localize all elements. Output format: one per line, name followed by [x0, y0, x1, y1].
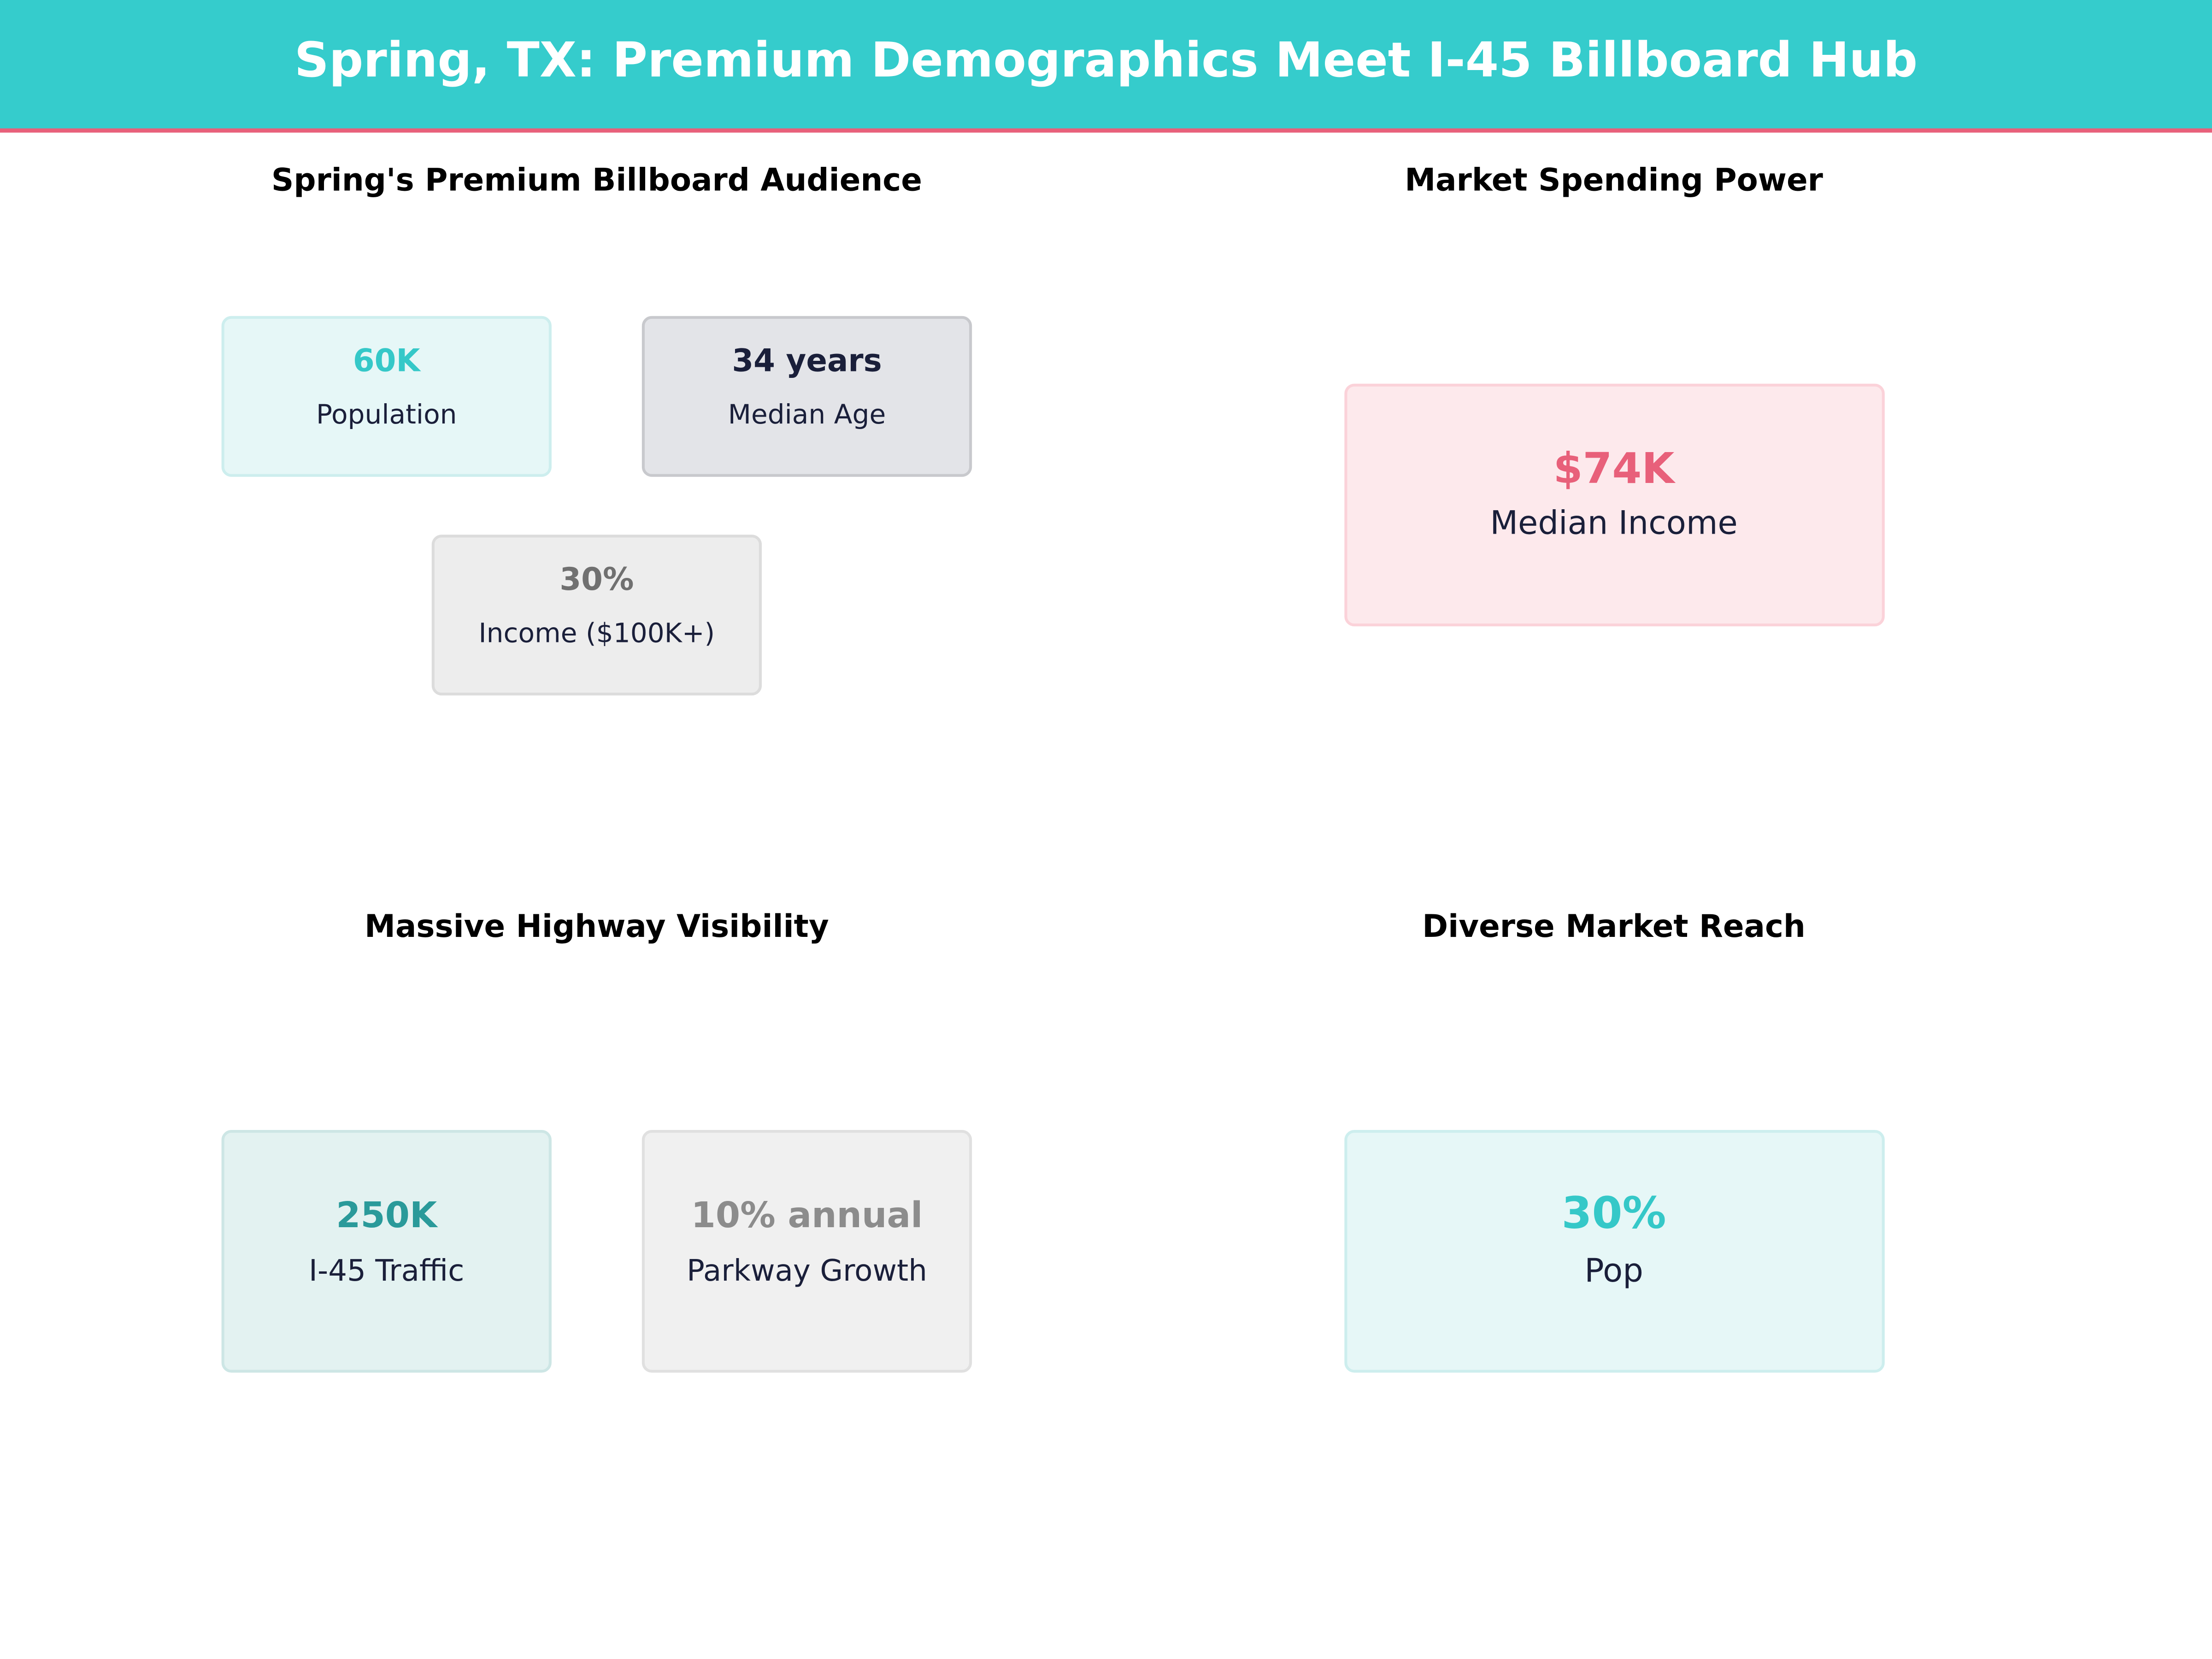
page-title: Spring, TX: Premium Demographics Meet I-… — [294, 32, 1918, 88]
stat-value: 30% — [1561, 1188, 1666, 1239]
stat-label: Parkway Growth — [687, 1253, 927, 1288]
panel-title: Spring's Premium Billboard Audience — [271, 161, 922, 198]
header-rule — [0, 128, 2212, 133]
stat-card — [221, 316, 552, 477]
panel-title: Market Spending Power — [1405, 161, 1823, 198]
stat-label: I-45 Traffic — [309, 1253, 464, 1288]
stat-card — [1344, 383, 1885, 627]
stat-label: Pop — [1584, 1252, 1643, 1289]
stat-value: 34 years — [732, 342, 882, 378]
panel-title: Massive Highway Visibility — [365, 908, 829, 944]
stat-card — [641, 1130, 972, 1373]
panel-title: Diverse Market Reach — [1422, 908, 1806, 944]
stat-label: Population — [316, 399, 457, 430]
stat-label: Median Income — [1490, 504, 1737, 541]
stat-value: 30% — [559, 561, 634, 597]
stat-label: Median Age — [728, 399, 886, 430]
stat-card — [431, 535, 762, 696]
stat-value: 60K — [353, 342, 422, 378]
stat-card — [641, 316, 972, 477]
stat-label: Income ($100K+) — [479, 618, 715, 649]
stat-card — [1344, 1130, 1885, 1373]
header-bar — [0, 0, 2212, 130]
stat-value: 10% annual — [691, 1195, 923, 1236]
stat-card — [221, 1130, 552, 1373]
stat-value: $74K — [1553, 444, 1676, 493]
stat-value: 250K — [336, 1195, 438, 1236]
